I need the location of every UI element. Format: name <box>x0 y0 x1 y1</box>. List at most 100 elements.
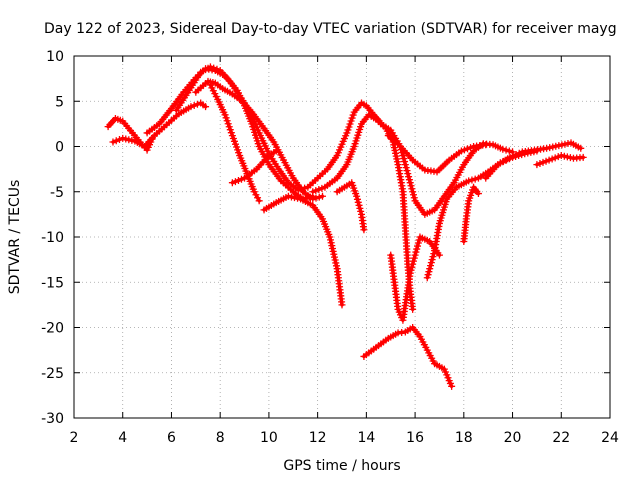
data-point-marker <box>409 191 417 199</box>
data-point-marker <box>414 242 422 250</box>
y-tick-label: -10 <box>41 230 64 246</box>
series-arc-18 <box>533 152 587 169</box>
data-point-marker <box>401 161 409 169</box>
x-tick-label: 18 <box>455 430 473 446</box>
data-point-marker <box>412 248 420 256</box>
data-point-marker <box>448 382 456 390</box>
data-point-marker <box>423 274 431 282</box>
data-point-marker <box>338 301 346 309</box>
data-point-marker <box>579 153 587 161</box>
data-point-marker <box>424 271 432 279</box>
data-point-marker <box>435 251 443 259</box>
data-point-marker <box>539 158 547 166</box>
data-point-marker <box>561 140 569 148</box>
data-point-marker <box>551 154 559 162</box>
data-point-marker <box>457 147 465 155</box>
data-point-marker <box>467 144 475 152</box>
series-layer <box>104 63 587 390</box>
data-point-marker <box>360 226 368 234</box>
data-point-marker <box>512 151 520 159</box>
data-point-marker <box>555 142 563 150</box>
x-tick-label: 8 <box>216 430 225 446</box>
data-point-marker <box>405 173 413 181</box>
data-point-marker <box>309 188 317 196</box>
data-point-marker <box>414 239 422 247</box>
data-point-marker <box>254 194 262 202</box>
data-point-marker <box>554 153 562 161</box>
data-point-marker <box>290 194 298 202</box>
x-tick-label: 24 <box>601 430 619 446</box>
data-point-marker <box>356 204 364 212</box>
data-point-marker <box>401 158 409 166</box>
data-point-marker <box>404 170 412 178</box>
data-point-marker <box>533 161 541 169</box>
data-point-marker <box>502 146 510 154</box>
data-point-marker <box>563 153 571 161</box>
data-point-marker <box>354 198 362 206</box>
series-arc-5 <box>192 77 327 203</box>
series-arc-2 <box>109 99 210 150</box>
data-point-marker <box>315 193 323 201</box>
series-arc-12 <box>377 120 517 218</box>
data-point-marker <box>505 147 513 155</box>
data-point-marker <box>425 268 433 276</box>
data-point-marker <box>409 188 417 196</box>
data-point-marker <box>413 245 421 253</box>
data-point-marker <box>252 191 260 199</box>
data-point-marker <box>406 269 414 277</box>
data-point-marker <box>125 136 133 144</box>
series-arc-8 <box>260 192 346 309</box>
data-point-marker <box>430 250 438 258</box>
data-point-marker <box>318 184 326 192</box>
data-point-marker <box>190 101 198 109</box>
series-arc-16 <box>460 183 482 246</box>
data-point-marker <box>542 157 550 165</box>
data-point-marker <box>515 149 523 157</box>
data-point-marker <box>250 188 258 196</box>
data-point-marker <box>411 251 419 259</box>
series-arc-17 <box>482 139 585 182</box>
data-point-marker <box>112 137 120 145</box>
y-tick-label: -15 <box>41 275 64 291</box>
data-point-marker <box>546 144 554 152</box>
plot-frame <box>73 55 611 419</box>
data-point-marker <box>202 103 210 111</box>
data-point-marker <box>210 64 218 72</box>
data-point-marker <box>552 142 560 150</box>
data-point-marker <box>128 136 136 144</box>
data-point-marker <box>272 147 280 155</box>
y-tick-label: 5 <box>55 94 64 110</box>
series-trace <box>425 149 539 280</box>
data-point-marker <box>577 144 585 152</box>
x-tick-label: 4 <box>118 430 127 446</box>
x-tick-label: 14 <box>357 430 375 446</box>
data-point-marker <box>122 135 130 143</box>
data-point-marker <box>355 201 363 209</box>
data-point-marker <box>471 175 479 183</box>
x-tick-label: 2 <box>70 430 79 446</box>
data-point-marker <box>506 153 514 161</box>
data-point-marker <box>206 63 214 71</box>
data-point-marker <box>558 141 566 149</box>
data-point-marker <box>549 143 557 151</box>
data-point-marker <box>426 265 434 273</box>
data-point-marker <box>403 167 411 175</box>
x-tick-label: 12 <box>309 430 327 446</box>
data-point-marker <box>408 185 416 193</box>
data-point-marker <box>312 187 320 195</box>
data-point-marker <box>465 177 473 185</box>
data-point-marker <box>400 155 408 163</box>
x-tick-label: 22 <box>552 430 570 446</box>
data-point-marker <box>405 176 413 184</box>
y-tick-label: 0 <box>55 140 64 156</box>
data-point-marker <box>231 178 239 186</box>
data-point-marker <box>427 259 435 267</box>
data-point-marker <box>543 144 551 152</box>
data-point-marker <box>409 305 417 313</box>
data-point-marker <box>429 253 437 261</box>
data-point-marker <box>482 141 490 149</box>
series-arc-11 <box>360 324 456 390</box>
series-trace <box>362 325 454 389</box>
data-point-marker <box>294 194 302 202</box>
data-point-marker <box>545 156 553 164</box>
